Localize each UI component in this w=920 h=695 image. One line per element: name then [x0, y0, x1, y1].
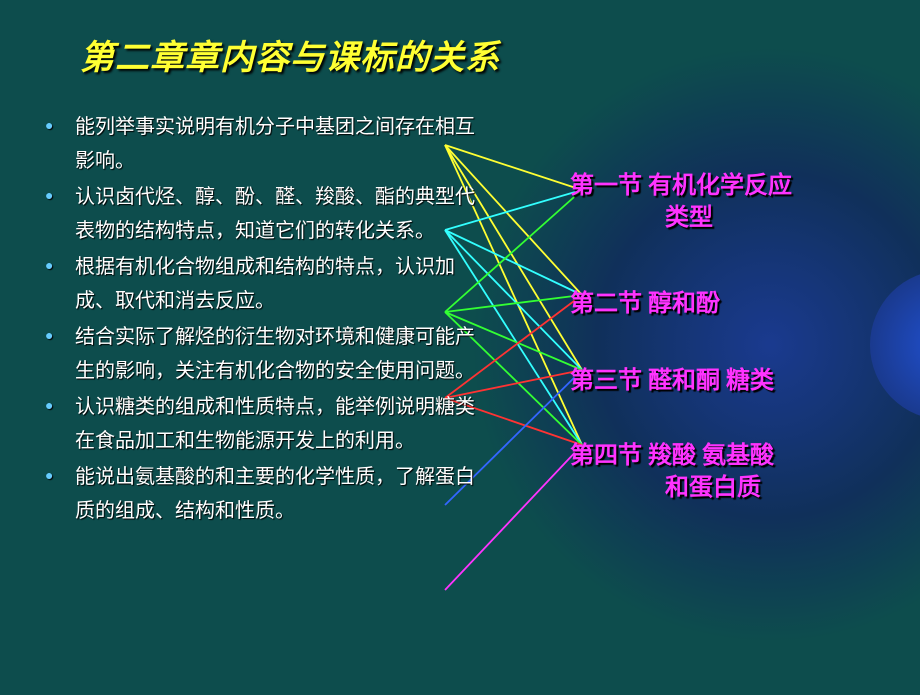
bullet-item: 认识卤代烃、醇、酚、醛、羧酸、酯的典型代表物的结构特点，知道它们的转化关系。 [45, 180, 475, 248]
section-item: 第二节 醇和酚 [570, 288, 720, 320]
section-label: 第四节 羧酸 氨基酸 [570, 443, 774, 469]
slide-title: 第二章章内容与课标的关系 [80, 30, 500, 79]
bullet-item: 认识糖类的组成和性质特点，能举例说明糖类在食品加工和生物能源开发上的利用。 [45, 390, 475, 458]
background-flare [420, 0, 920, 695]
section-label-sub: 和蛋白质 [570, 472, 774, 504]
section-label-sub: 类型 [570, 202, 792, 234]
bullet-item: 结合实际了解烃的衍生物对环境和健康可能产生的影响，关注有机化合物的安全使用问题。 [45, 320, 475, 388]
section-label: 第二节 醇和酚 [570, 291, 720, 317]
section-label: 第三节 醛和酮 糖类 [570, 368, 774, 394]
bullet-item: 能说出氨基酸的和主要的化学性质，了解蛋白质的组成、结构和性质。 [45, 460, 475, 528]
section-item: 第三节 醛和酮 糖类 [570, 365, 774, 397]
bullet-list: 能列举事实说明有机分子中基团之间存在相互影响。 认识卤代烃、醇、酚、醛、羧酸、酯… [45, 110, 475, 530]
section-item: 第一节 有机化学反应类型 [570, 170, 792, 234]
section-item: 第四节 羧酸 氨基酸和蛋白质 [570, 440, 774, 504]
bullet-item: 能列举事实说明有机分子中基团之间存在相互影响。 [45, 110, 475, 178]
bullet-item: 根据有机化合物组成和结构的特点，认识加成、取代和消去反应。 [45, 250, 475, 318]
section-label: 第一节 有机化学反应 [570, 173, 792, 199]
